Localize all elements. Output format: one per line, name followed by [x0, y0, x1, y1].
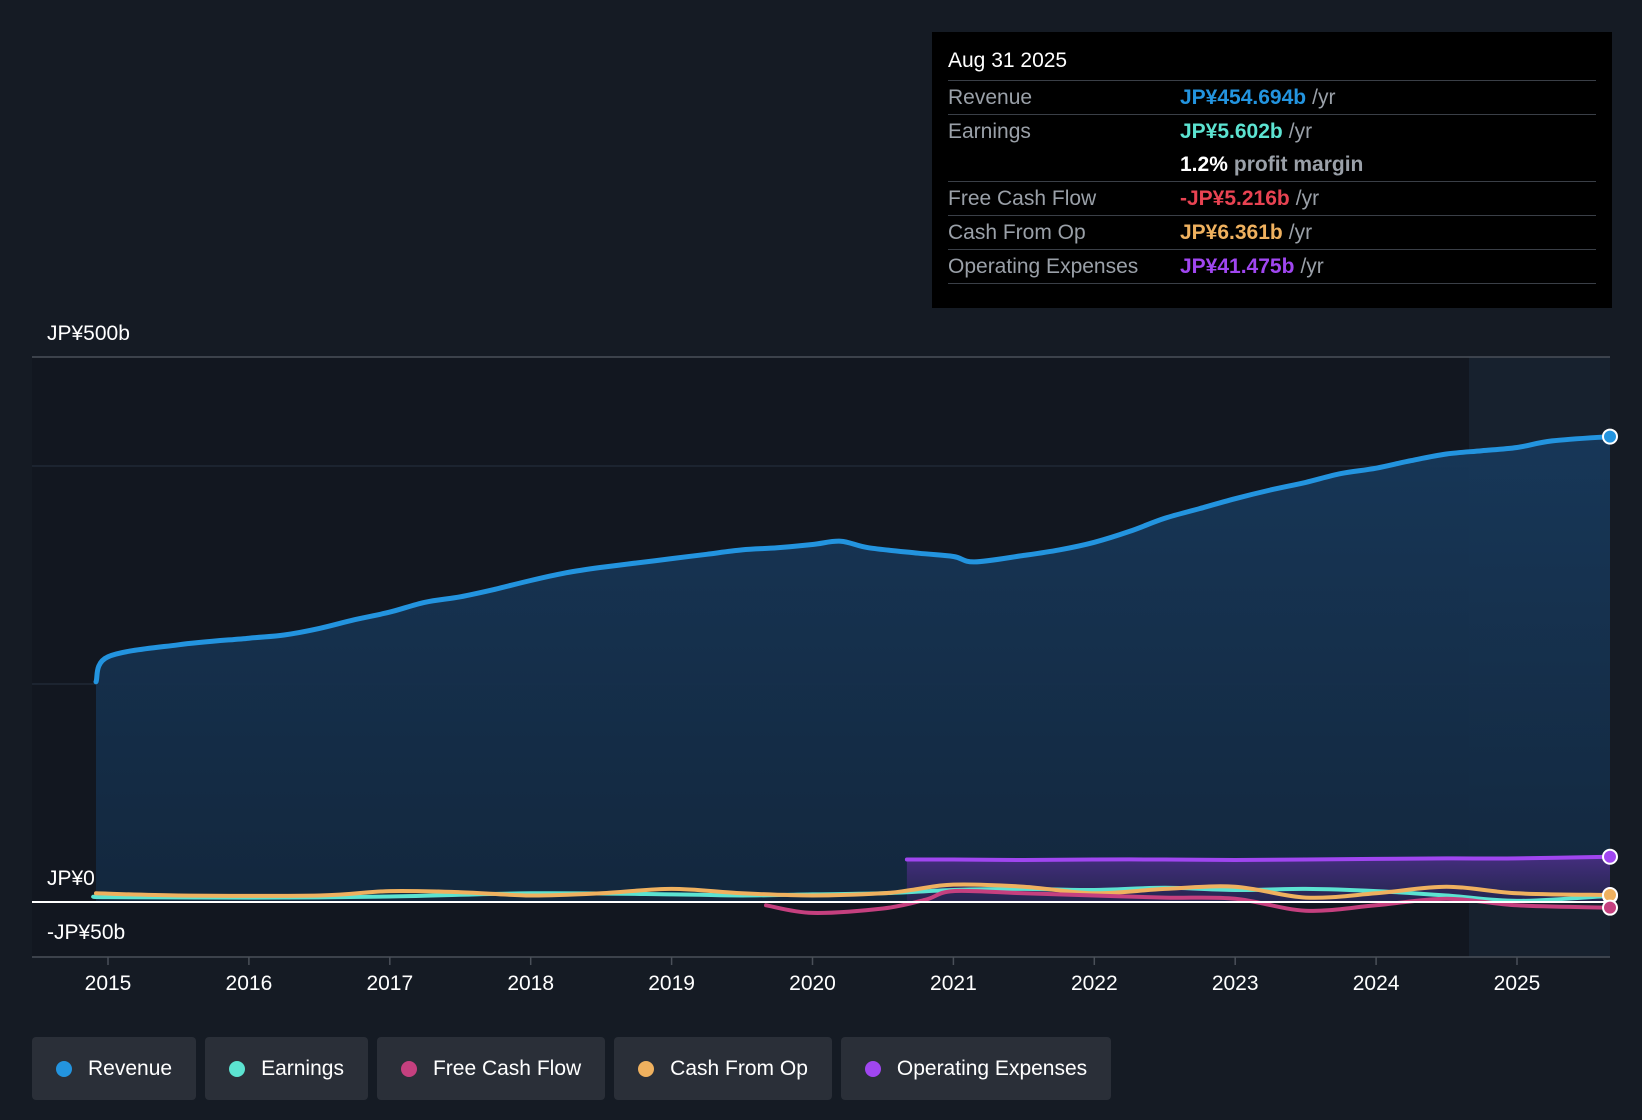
tooltip-unit: /yr	[1288, 221, 1313, 244]
data-tooltip: Aug 31 2025 Revenue JP¥454.694b /yr Earn…	[932, 32, 1612, 308]
tooltip-label: Operating Expenses	[948, 255, 1139, 278]
legend-item-cash-from-op[interactable]: Cash From Op	[614, 1037, 832, 1100]
legend-label: Earnings	[261, 1056, 344, 1080]
x-tick-label: 2018	[507, 972, 554, 995]
tooltip-label: Earnings	[948, 120, 1031, 143]
tooltip-row-fcf: Free Cash Flow -JP¥5.216b /yr	[948, 182, 1596, 216]
legend-item-earnings[interactable]: Earnings	[205, 1037, 368, 1100]
operating-expenses-dot-icon	[864, 1060, 881, 1077]
tooltip-row-revenue: Revenue JP¥454.694b /yr	[948, 81, 1596, 114]
free-cash-flow-end-point	[1602, 899, 1618, 916]
legend-item-revenue[interactable]: Revenue	[32, 1037, 197, 1100]
legend-label: Revenue	[88, 1056, 173, 1080]
revenue-line	[93, 434, 1613, 685]
tooltip-unit: /yr	[1288, 120, 1313, 143]
tooltip-label: Cash From Op	[948, 221, 1086, 244]
revenue-end-point	[1602, 428, 1618, 445]
free-cash-flow-dot-icon	[400, 1060, 417, 1077]
x-tick-label: 2017	[366, 972, 413, 995]
tooltip-unit: /yr	[1312, 86, 1336, 109]
tooltip-date: Aug 31 2025	[948, 46, 1596, 81]
tooltip-value: -JP¥5.216b	[1180, 187, 1290, 210]
legend-label: Free Cash Flow	[432, 1056, 582, 1080]
x-tick-label: 2016	[226, 972, 273, 995]
legend-label: Operating Expenses	[896, 1056, 1088, 1080]
x-tick-label: 2022	[1071, 972, 1118, 995]
x-tick-label: 2015	[85, 972, 132, 995]
tooltip-value: JP¥5.602b	[1180, 120, 1283, 143]
x-tick-label: 2024	[1353, 972, 1400, 995]
chart-legend: Revenue Earnings Free Cash Flow Cash Fro…	[32, 1037, 1112, 1100]
tooltip-row-earnings: Earnings JP¥5.602b /yr	[948, 114, 1596, 148]
operating-expenses-line	[904, 854, 1612, 862]
revenue-dot-icon	[56, 1060, 72, 1077]
free-cash-flow-line	[764, 888, 1612, 915]
operating-expenses-end-point	[1602, 848, 1618, 865]
financial-chart: JP¥500b JP¥0 -JP¥50b 2015 2016 2017 2018 201…	[32, 322, 1618, 995]
x-tick-label: 2023	[1212, 972, 1259, 995]
y-tick-label-zero: JP¥0	[47, 867, 95, 890]
y-tick-label-top: JP¥500b	[47, 322, 130, 345]
earnings-line	[91, 885, 1612, 903]
tooltip-row-opex: Operating Expenses JP¥41.475b /yr	[948, 250, 1596, 284]
x-tick-label: 2020	[789, 972, 836, 995]
tooltip-row-margin: 1.2% profit margin	[948, 148, 1596, 182]
tooltip-value: JP¥6.361b	[1180, 221, 1283, 244]
legend-item-free-cash-flow[interactable]: Free Cash Flow	[376, 1037, 606, 1100]
tooltip-unit: /yr	[1295, 187, 1320, 210]
tooltip-value: JP¥41.475b	[1180, 255, 1295, 278]
cash-from-op-dot-icon	[638, 1060, 655, 1077]
x-tick-label: 2019	[648, 972, 695, 995]
x-tick-label: 2025	[1494, 972, 1541, 995]
revenue-area	[96, 436, 1610, 902]
tooltip-label: Free Cash Flow	[948, 187, 1097, 210]
tooltip-unit: profit margin	[1233, 153, 1364, 176]
tooltip-value: JP¥454.694b	[1180, 86, 1307, 109]
tooltip-unit: /yr	[1300, 255, 1324, 278]
legend-label: Cash From Op	[670, 1056, 808, 1080]
tooltip-row-cfo: Cash From Op JP¥6.361b /yr	[948, 216, 1596, 250]
tooltip-label: Revenue	[948, 86, 1033, 109]
tooltip-value: 1.2%	[1180, 153, 1228, 176]
legend-item-operating-expenses[interactable]: Operating Expenses	[840, 1037, 1112, 1100]
cash-from-op-line	[94, 882, 1612, 900]
operating-expenses-area	[906, 856, 1610, 902]
earnings-dot-icon	[229, 1060, 246, 1077]
x-tick-label: 2021	[930, 972, 977, 995]
tooltip-label	[948, 148, 1180, 181]
y-tick-label-bottom: -JP¥50b	[47, 921, 125, 944]
